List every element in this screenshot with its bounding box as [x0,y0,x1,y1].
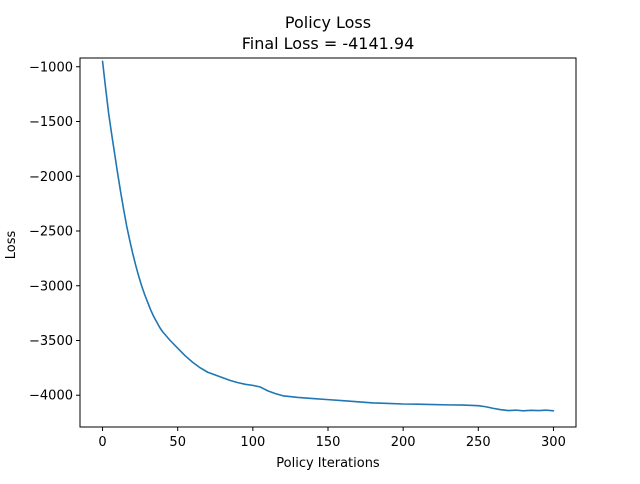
x-tick-label: 50 [169,435,186,450]
y-tick-label: −1500 [29,115,73,130]
y-tick-label: −3000 [29,279,73,294]
plot-area-frame [79,57,577,428]
x-tick-label: 200 [391,435,416,450]
x-tick-label: 0 [98,435,106,450]
x-axis-ticks: 0 50 100 150 200 250 300 [98,427,566,450]
y-tick-label: −4000 [29,389,73,404]
x-tick-label: 250 [466,435,491,450]
y-tick-label: −3500 [29,334,73,349]
chart-subtitle: Final Loss = -4141.94 [242,34,415,53]
x-tick-label: 150 [316,435,341,450]
series-layer [101,60,555,412]
x-axis-label: Policy Iterations [276,456,380,471]
x-tick-label: 300 [541,435,566,450]
y-tick-label: −2500 [29,225,73,240]
chart-title: Policy Loss [285,13,371,32]
x-tick-label: 100 [240,435,265,450]
y-axis-ticks: −1000 −1500 −2000 −2500 −3000 −3500 −4000 [29,60,80,404]
y-tick-label: −2000 [29,170,73,185]
series-line-0 [101,60,555,412]
y-axis-label: Loss [4,231,19,260]
y-tick-label: −1000 [29,60,73,75]
